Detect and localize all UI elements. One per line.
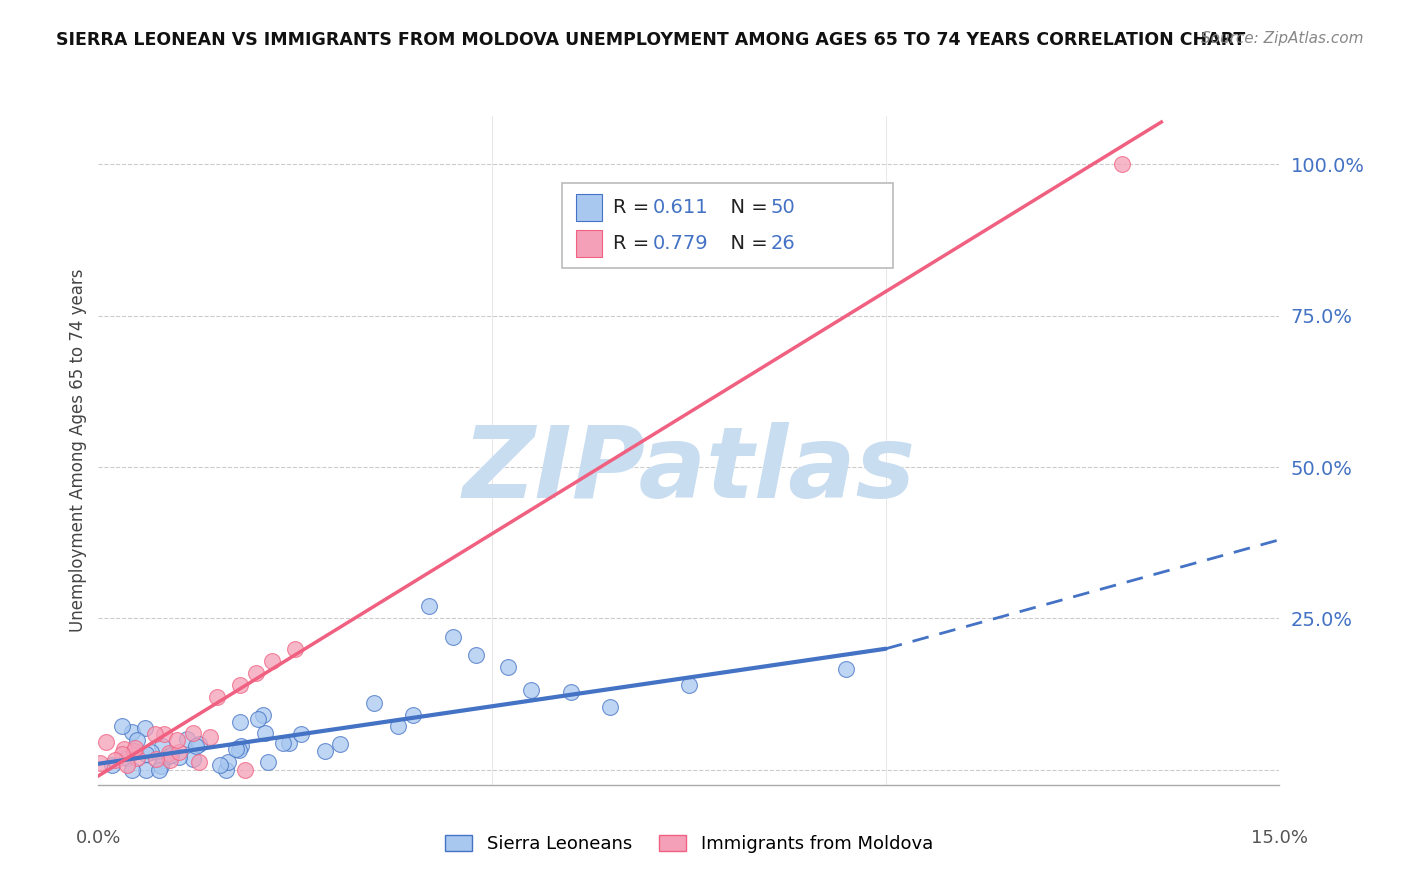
Point [124, 740, 146, 755]
Point [314, 743, 336, 757]
Legend: Sierra Leoneans, Immigrants from Moldova: Sierra Leoneans, Immigrants from Moldova [446, 835, 932, 853]
Point [111, 747, 134, 762]
Point [181, 726, 204, 740]
Point [145, 726, 167, 740]
Text: ZIPatlas: ZIPatlas [463, 422, 915, 519]
Point [560, 685, 582, 699]
Point [402, 708, 425, 723]
Point [246, 712, 269, 726]
Point [167, 746, 190, 760]
Point [188, 755, 211, 769]
Point [112, 741, 135, 756]
Point [152, 727, 174, 741]
Point [157, 749, 180, 764]
Point [198, 731, 221, 745]
Point [214, 763, 236, 777]
Point [387, 718, 409, 732]
Point [205, 690, 228, 705]
Point [94, 735, 117, 749]
Point [176, 731, 198, 746]
Point [418, 599, 440, 614]
Point [252, 708, 274, 723]
Text: 0.611: 0.611 [652, 198, 709, 218]
Text: 0.0%: 0.0% [76, 830, 121, 847]
Point [363, 696, 385, 710]
Point [229, 739, 252, 753]
Point [115, 758, 138, 772]
Point [1111, 157, 1133, 171]
Point [157, 746, 180, 760]
Point [135, 763, 157, 777]
Point [100, 757, 122, 772]
Point [152, 753, 174, 767]
Point [290, 727, 312, 741]
Text: 50: 50 [770, 198, 796, 218]
Point [225, 742, 247, 756]
Text: SIERRA LEONEAN VS IMMIGRANTS FROM MOLDOVA UNEMPLOYMENT AMONG AGES 65 TO 74 YEARS: SIERRA LEONEAN VS IMMIGRANTS FROM MOLDOV… [56, 31, 1246, 49]
Point [328, 737, 350, 751]
Text: R =: R = [613, 234, 655, 253]
Point [229, 715, 252, 730]
Point [599, 700, 621, 714]
Point [284, 641, 307, 656]
Point [228, 743, 250, 757]
Point [186, 739, 208, 754]
Point [135, 747, 157, 761]
Point [260, 654, 283, 668]
Point [167, 750, 190, 764]
Point [520, 683, 543, 698]
Point [496, 660, 519, 674]
Point [188, 737, 211, 751]
Text: Source: ZipAtlas.com: Source: ZipAtlas.com [1201, 31, 1364, 46]
Point [148, 763, 170, 777]
Point [121, 763, 143, 777]
Point [254, 726, 277, 740]
Text: 15.0%: 15.0% [1251, 830, 1308, 847]
Text: 26: 26 [770, 234, 796, 253]
Text: R =: R = [613, 198, 655, 218]
Point [150, 739, 173, 754]
Point [127, 751, 149, 765]
Point [678, 678, 700, 692]
Point [145, 752, 167, 766]
Point [181, 751, 204, 765]
Point [465, 648, 488, 662]
Y-axis label: Unemployment Among Ages 65 to 74 years: Unemployment Among Ages 65 to 74 years [69, 268, 87, 632]
Point [150, 759, 173, 773]
Point [245, 665, 267, 680]
Point [271, 736, 294, 750]
Point [134, 722, 156, 736]
Point [835, 662, 858, 676]
Point [217, 755, 239, 769]
Point [166, 732, 188, 747]
Text: 0.779: 0.779 [652, 234, 709, 253]
Text: N =: N = [718, 234, 775, 253]
Point [229, 678, 252, 692]
Point [122, 744, 145, 758]
Point [89, 756, 111, 770]
Point [233, 763, 256, 777]
Point [111, 719, 134, 733]
Point [209, 757, 232, 772]
Point [278, 736, 301, 750]
Point [104, 753, 127, 767]
Point [257, 756, 280, 770]
Point [139, 746, 162, 760]
Point [121, 725, 143, 739]
Point [441, 630, 464, 644]
Text: N =: N = [718, 198, 775, 218]
Point [160, 748, 183, 763]
Point [115, 751, 138, 765]
Point [125, 733, 148, 747]
Point [159, 753, 181, 767]
